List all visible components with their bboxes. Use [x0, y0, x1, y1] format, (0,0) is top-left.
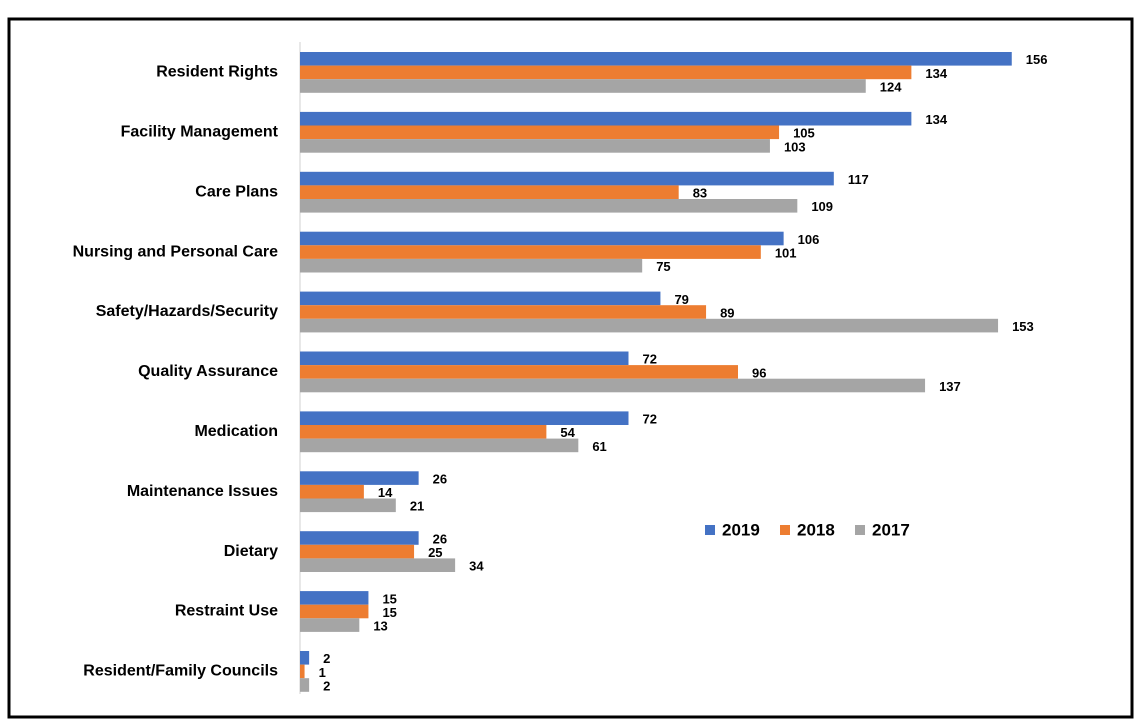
bar	[300, 591, 369, 605]
category-label: Nursing and Personal Care	[73, 243, 278, 260]
value-label: 21	[410, 499, 424, 514]
bar	[300, 604, 369, 619]
bar	[300, 231, 784, 246]
bar	[300, 258, 643, 273]
bar	[300, 678, 310, 692]
bar	[300, 531, 419, 545]
bar	[300, 651, 310, 665]
bar	[300, 498, 396, 513]
legend-swatch	[855, 525, 865, 535]
category-label: Care Plans	[195, 183, 278, 200]
bar	[300, 245, 761, 259]
value-label: 89	[720, 305, 734, 320]
category-label: Resident/Family Councils	[83, 663, 278, 680]
value-label: 72	[643, 352, 657, 367]
value-label: 34	[469, 559, 484, 574]
bar	[300, 171, 834, 186]
bar	[300, 378, 926, 393]
bar	[300, 125, 780, 140]
value-label: 103	[784, 139, 806, 154]
category-label: Quality Assurance	[138, 363, 278, 380]
value-label: 25	[428, 545, 442, 560]
bar	[300, 411, 629, 425]
value-label: 134	[925, 66, 947, 81]
category-label: Resident Rights	[156, 64, 278, 81]
value-label: 109	[811, 199, 833, 214]
bar	[300, 425, 547, 439]
value-label: 14	[378, 485, 393, 500]
value-label: 106	[798, 232, 820, 247]
bar	[300, 664, 305, 679]
value-label: 15	[382, 591, 396, 606]
value-label: 61	[592, 439, 606, 454]
category-label: Medication	[194, 423, 278, 440]
legend-label: 2017	[872, 520, 910, 539]
category-label: Safety/Hazards/Security	[96, 303, 278, 320]
bar	[300, 484, 364, 499]
value-label: 83	[693, 186, 707, 201]
legend-swatch	[780, 525, 790, 535]
bar	[300, 438, 579, 453]
legend-swatch	[705, 525, 715, 535]
value-label: 137	[939, 379, 961, 394]
bar	[300, 139, 770, 153]
bar	[300, 305, 707, 319]
bar	[300, 471, 419, 485]
value-label: 26	[433, 472, 447, 487]
bar	[300, 111, 912, 126]
bar	[300, 65, 912, 80]
value-label: 101	[775, 246, 797, 261]
value-label: 2	[323, 651, 330, 666]
value-label: 105	[793, 126, 815, 141]
value-label: 72	[643, 412, 657, 427]
value-label: 124	[880, 79, 902, 94]
category-label: Restraint Use	[175, 603, 278, 620]
value-label: 75	[656, 259, 670, 274]
category-label: Facility Management	[121, 124, 279, 141]
bar	[300, 351, 629, 366]
value-label: 96	[752, 365, 766, 380]
value-label: 79	[674, 292, 688, 307]
value-label: 13	[373, 619, 387, 634]
value-label: 156	[1026, 52, 1048, 67]
value-label: 54	[560, 425, 575, 440]
value-label: 153	[1012, 319, 1034, 334]
bar	[300, 318, 999, 333]
bar	[300, 199, 798, 213]
value-label: 134	[925, 112, 947, 127]
legend-label: 2019	[722, 520, 760, 539]
value-label: 15	[382, 605, 396, 620]
bar	[300, 185, 679, 199]
legend-label: 2018	[797, 520, 835, 539]
value-label: 2	[323, 678, 330, 693]
bar	[300, 618, 360, 632]
bar	[300, 79, 866, 93]
value-label: 26	[433, 531, 447, 546]
bar	[300, 291, 661, 306]
bar	[300, 365, 738, 379]
category-label: Maintenance Issues	[127, 483, 278, 500]
value-label: 1	[319, 665, 326, 680]
category-label: Dietary	[224, 543, 278, 560]
bar	[300, 558, 456, 572]
value-label: 117	[848, 172, 869, 187]
bar	[300, 544, 415, 559]
bar	[300, 52, 1012, 66]
